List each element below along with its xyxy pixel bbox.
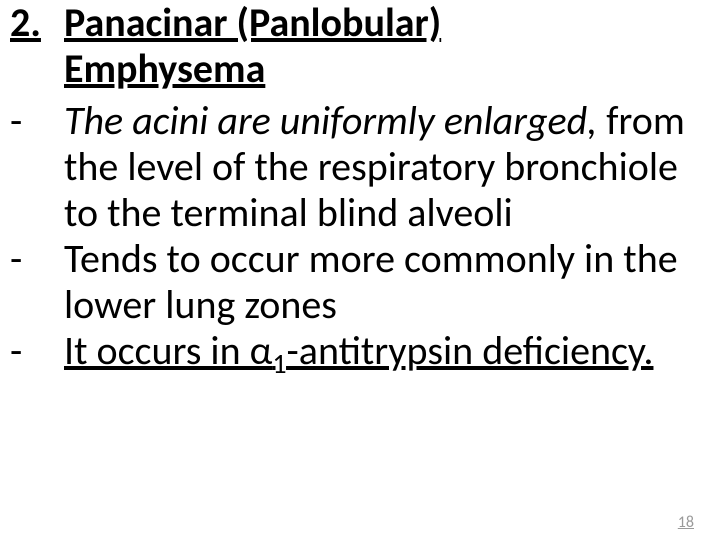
bullet-dash: - xyxy=(10,98,64,144)
bullet-content: The acini are uniformly enlarged, from t… xyxy=(64,98,710,236)
heading-title-line2: Emphysema xyxy=(64,44,265,93)
bullet-content: Tends to occur more commonly in the lowe… xyxy=(64,236,710,328)
bullet-suffix: -antitrypsin deficiency. xyxy=(287,326,654,375)
bullet-item: - It occurs in α1-antitrypsin deficiency… xyxy=(10,328,710,374)
heading-title: Panacinar (Panlobular) Emphysema xyxy=(64,0,710,92)
page-number: 18 xyxy=(678,513,694,532)
bullet-dash: - xyxy=(10,236,64,282)
bullet-subscript: 1 xyxy=(272,346,286,381)
bullet-item: - Tends to occur more commonly in the lo… xyxy=(10,236,710,328)
bullet-italic-lead: The acini are uniformly enlarged, xyxy=(64,96,597,145)
bullet-prefix: It occurs in α xyxy=(64,326,272,375)
bullet-item: - The acini are uniformly enlarged, from… xyxy=(10,98,710,236)
heading-title-line1: Panacinar (Panlobular) xyxy=(64,0,441,47)
bullet-dash: - xyxy=(10,328,64,374)
heading-number: 2. xyxy=(10,0,64,46)
slide-heading: 2. Panacinar (Panlobular) Emphysema xyxy=(10,0,710,92)
slide-container: 2. Panacinar (Panlobular) Emphysema - Th… xyxy=(0,0,720,540)
bullet-content: It occurs in α1-antitrypsin deficiency. xyxy=(64,328,710,374)
